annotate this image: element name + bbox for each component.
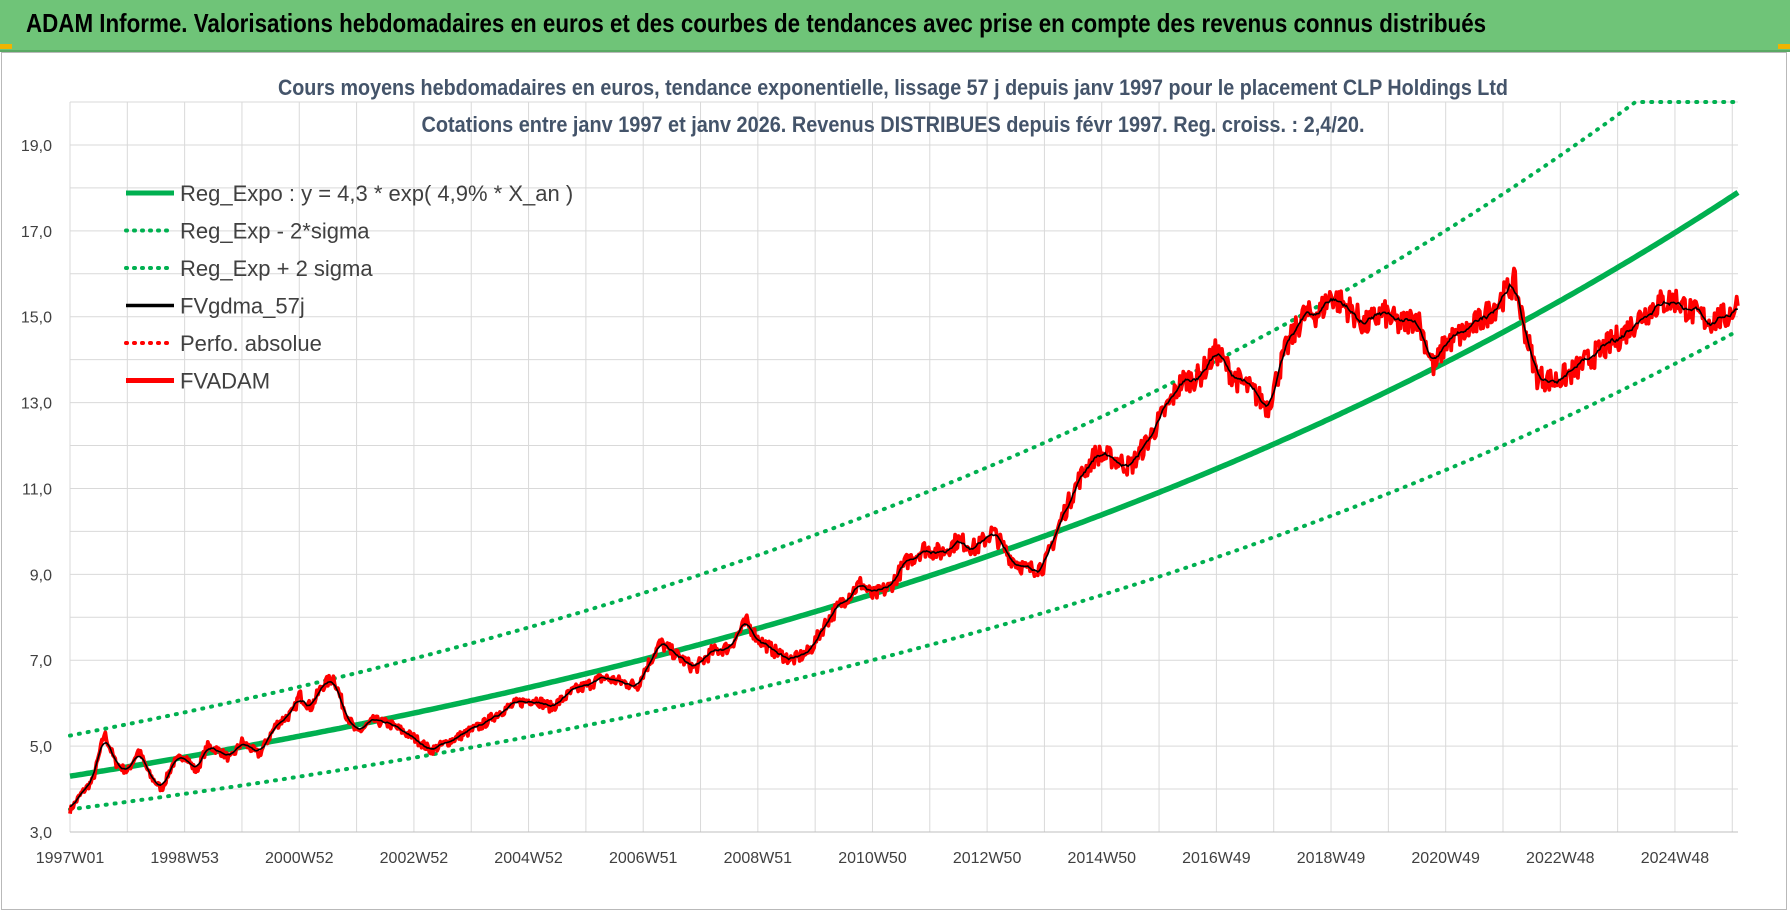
- series-regression-line: [69, 190, 1740, 779]
- legend-label: Reg_Expo : y = 4,3 * exp( 4,9% * X_an ): [180, 181, 573, 206]
- chart-title: Cours moyens hebdomadaires en euros, ten…: [278, 75, 1508, 100]
- y-axis-ticks: 3,0 5,0 7,0 9,0 11,0 13,0 15,0 17,0 19,0: [21, 138, 52, 842]
- chart-series: [68, 100, 1740, 814]
- x-tick-label: 2024W48: [1641, 850, 1710, 867]
- x-tick-label: 2008W51: [724, 850, 793, 867]
- x-tick-label: 2014W50: [1068, 850, 1137, 867]
- y-tick-label: 5,0: [30, 739, 52, 756]
- chart-subtitle: Cotations entre janv 1997 et janv 2026. …: [422, 112, 1365, 137]
- y-tick-label: 13,0: [21, 396, 52, 413]
- legend-label: FVgdma_57j: [180, 294, 305, 319]
- x-tick-label: 2004W52: [494, 850, 563, 867]
- legend-label: FVADAM: [180, 369, 270, 394]
- y-tick-label: 19,0: [21, 138, 52, 155]
- y-tick-label: 3,0: [30, 825, 52, 842]
- y-tick-label: 17,0: [21, 224, 52, 241]
- legend-label: Reg_Exp + 2 sigma: [180, 256, 373, 281]
- y-tick-label: 15,0: [21, 310, 52, 327]
- x-tick-label: 2020W49: [1411, 850, 1480, 867]
- chart-frame: [1, 52, 1787, 910]
- x-tick-label: 2000W52: [265, 850, 334, 867]
- x-tick-label: 2010W50: [838, 850, 907, 867]
- y-tick-label: 11,0: [22, 481, 52, 498]
- x-tick-label: 2012W50: [953, 850, 1022, 867]
- chart-grid: [69, 101, 1738, 833]
- x-tick-label: 2018W49: [1297, 850, 1366, 867]
- series-band-line: [68, 328, 1740, 812]
- corner-marker-right: [1778, 44, 1790, 49]
- x-tick-label: 1998W53: [150, 850, 219, 867]
- y-tick-label: 7,0: [30, 653, 52, 670]
- x-tick-label: 2022W48: [1526, 850, 1595, 867]
- x-tick-label: 2016W49: [1182, 850, 1251, 867]
- chart-legend: Reg_Expo : y = 4,3 * exp( 4,9% * X_an ) R…: [124, 181, 573, 394]
- report-title: ADAM Informe. Valorisations hebdomadaire…: [26, 8, 1487, 38]
- report-banner: ADAM Informe. Valorisations hebdomadaire…: [0, 0, 1790, 52]
- x-axis-ticks: 1997W01 1998W53 2000W52 2002W52 2004W52 2006W…: [36, 850, 1710, 867]
- series-smooth-line: [69, 282, 1739, 808]
- x-tick-label: 2006W51: [609, 850, 678, 867]
- x-tick-label: 2002W52: [380, 850, 449, 867]
- legend-label: Reg_Exp - 2*sigma: [180, 219, 370, 244]
- y-tick-label: 9,0: [30, 567, 52, 584]
- legend-label: Perfo. absolue: [180, 331, 322, 356]
- corner-marker-left: [0, 44, 12, 49]
- x-tick-label: 1997W01: [36, 850, 105, 867]
